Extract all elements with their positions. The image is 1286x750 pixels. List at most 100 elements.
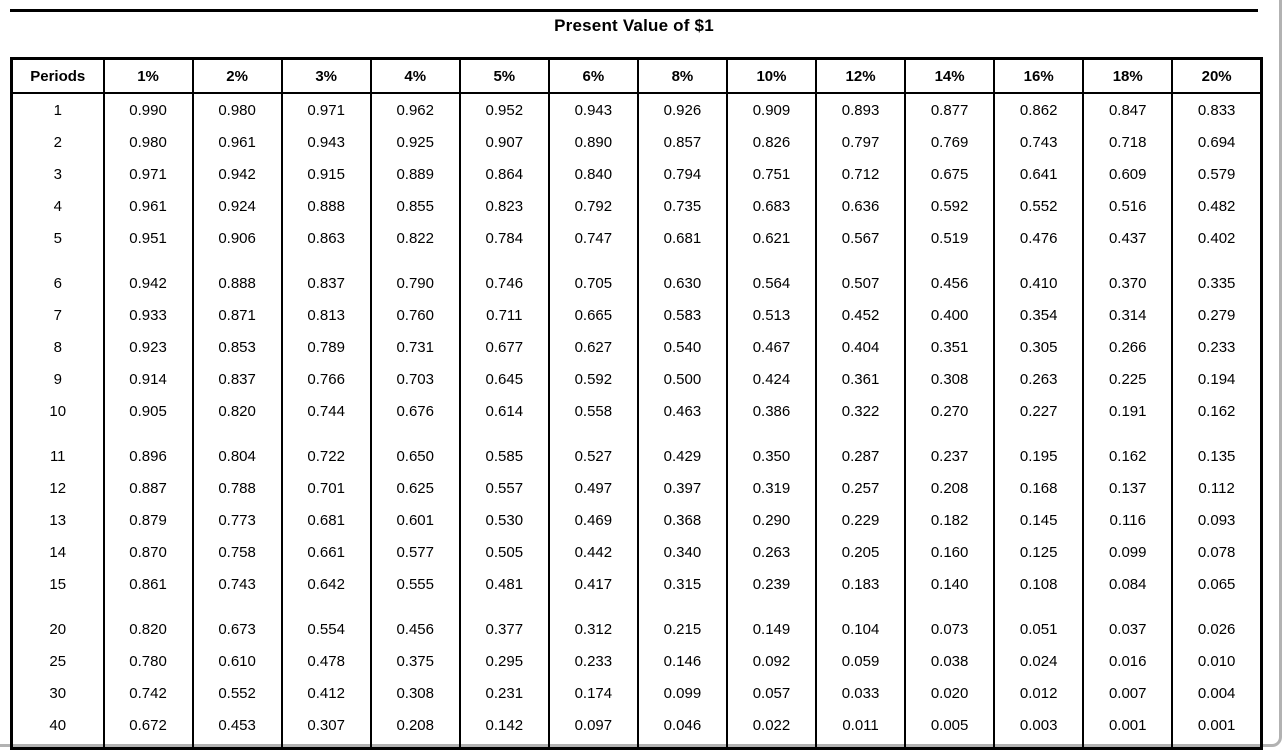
- pv-factor-cell: 0.225: [1082, 363, 1174, 395]
- pv-factor-cell: 0.191: [1082, 395, 1174, 427]
- table-row: 14 0.870 0.758 0.661 0.577 0.505 0.442 0.340 0.2…: [10, 536, 1263, 568]
- pv-factor-cell: 0.923: [102, 331, 194, 363]
- pv-factor-cell: 0.758: [191, 536, 283, 568]
- pv-factor-cell: 0.140: [904, 568, 996, 600]
- pv-factor-cell: 0.907: [458, 126, 550, 158]
- pv-factor-cell: 0.481: [458, 568, 550, 600]
- pv-factor-cell: 0.350: [725, 427, 818, 472]
- pv-factor-cell: 0.011: [814, 709, 907, 749]
- pv-factor-cell: 0.552: [191, 677, 283, 709]
- table-row: 1 0.990 0.980 0.971 0.962 0.952 0.943 0.926 0.90…: [10, 93, 1263, 126]
- pv-factor-cell: 0.863: [280, 222, 372, 254]
- pv-factor-cell: 0.780: [102, 645, 194, 677]
- pv-factor-cell: 0.099: [636, 677, 728, 709]
- pv-factor-cell: 0.766: [280, 363, 372, 395]
- pv-factor-cell: 0.840: [547, 158, 639, 190]
- rate-column-header: 6%: [547, 57, 639, 94]
- pv-factor-cell: 0.853: [191, 331, 283, 363]
- pv-factor-cell: 0.370: [1082, 254, 1174, 299]
- pv-factor-cell: 0.412: [280, 677, 372, 709]
- pv-factor-cell: 0.641: [993, 158, 1085, 190]
- pv-factor-cell: 0.125: [993, 536, 1085, 568]
- pv-factor-cell: 0.896: [102, 427, 194, 472]
- pv-factor-cell: 0.208: [904, 472, 996, 504]
- pv-factor-cell: 0.233: [547, 645, 639, 677]
- pv-factor-cell: 0.625: [369, 472, 461, 504]
- pv-factor-cell: 0.731: [369, 331, 461, 363]
- pv-factor-cell: 0.354: [993, 299, 1085, 331]
- pv-factor-cell: 0.007: [1082, 677, 1174, 709]
- table-row: 4 0.961 0.924 0.888 0.855 0.823 0.792 0.735 0.68…: [10, 190, 1263, 222]
- pv-factor-cell: 0.263: [993, 363, 1085, 395]
- pv-factor-cell: 0.879: [102, 504, 194, 536]
- pv-factor-cell: 0.961: [102, 190, 194, 222]
- pv-factor-cell: 0.564: [725, 254, 818, 299]
- pv-factor-cell: 0.636: [814, 190, 907, 222]
- pv-factor-cell: 0.742: [102, 677, 194, 709]
- pv-factor-cell: 0.519: [904, 222, 996, 254]
- pv-factor-cell: 0.404: [814, 331, 907, 363]
- pv-factor-cell: 0.005: [904, 709, 996, 749]
- pv-factor-cell: 0.784: [458, 222, 550, 254]
- pv-factor-cell: 0.871: [191, 299, 283, 331]
- pv-factor-cell: 0.073: [904, 600, 996, 645]
- pv-factor-cell: 0.711: [458, 299, 550, 331]
- pv-factor-cell: 0.059: [814, 645, 907, 677]
- pv-factor-cell: 0.146: [636, 645, 728, 677]
- header-row: Periods 1% 2% 3% 4% 5% 6% 8% 10% 12% 14% 16% 18% 20%: [10, 57, 1263, 94]
- period-cell: 5: [10, 222, 105, 254]
- rate-column-header: 10%: [725, 57, 818, 94]
- pv-factor-cell: 0.516: [1082, 190, 1174, 222]
- pv-factor-cell: 0.527: [547, 427, 639, 472]
- pv-factor-cell: 0.092: [725, 645, 818, 677]
- pv-factor-cell: 0.183: [814, 568, 907, 600]
- table-row: 12 0.887 0.788 0.701 0.625 0.557 0.497 0.397 0.3…: [10, 472, 1263, 504]
- rate-column-header: 12%: [814, 57, 907, 94]
- table-row: 13 0.879 0.773 0.681 0.601 0.530 0.469 0.368 0.2…: [10, 504, 1263, 536]
- pv-factor-cell: 0.229: [814, 504, 907, 536]
- pv-factor-cell: 0.788: [191, 472, 283, 504]
- pv-factor-cell: 0.322: [814, 395, 907, 427]
- pv-factor-cell: 0.037: [1082, 600, 1174, 645]
- pv-factor-cell: 0.500: [636, 363, 728, 395]
- period-cell: 30: [10, 677, 105, 709]
- pv-factor-cell: 0.024: [993, 645, 1085, 677]
- pv-factor-cell: 0.792: [547, 190, 639, 222]
- pv-factor-cell: 0.893: [814, 93, 907, 126]
- pv-factor-cell: 0.084: [1082, 568, 1174, 600]
- pv-factor-cell: 0.773: [191, 504, 283, 536]
- pv-factor-cell: 0.022: [725, 709, 818, 749]
- period-cell: 3: [10, 158, 105, 190]
- pv-factor-cell: 0.681: [280, 504, 372, 536]
- period-cell: 15: [10, 568, 105, 600]
- pv-factor-cell: 0.650: [369, 427, 461, 472]
- pv-factor-cell: 0.677: [458, 331, 550, 363]
- pv-factor-cell: 0.804: [191, 427, 283, 472]
- pv-factor-cell: 0.290: [725, 504, 818, 536]
- pv-factor-cell: 0.601: [369, 504, 461, 536]
- pv-factor-cell: 0.924: [191, 190, 283, 222]
- pv-factor-cell: 0.673: [191, 600, 283, 645]
- rate-column-header: 14%: [904, 57, 996, 94]
- pv-factor-cell: 0.980: [102, 126, 194, 158]
- pv-factor-cell: 0.614: [458, 395, 550, 427]
- pv-factor-cell: 0.168: [993, 472, 1085, 504]
- pv-factor-cell: 0.751: [725, 158, 818, 190]
- pv-factor-cell: 0.905: [102, 395, 194, 427]
- pv-factor-cell: 0.822: [369, 222, 461, 254]
- pv-factor-cell: 0.743: [191, 568, 283, 600]
- pv-factor-cell: 0.108: [993, 568, 1085, 600]
- table-row: 20 0.820 0.673 0.554 0.456 0.377 0.312 0.215 0.1…: [10, 600, 1263, 645]
- pv-factor-cell: 0.744: [280, 395, 372, 427]
- pv-factor-cell: 0.952: [458, 93, 550, 126]
- pv-factor-cell: 0.747: [547, 222, 639, 254]
- pv-factor-cell: 0.305: [993, 331, 1085, 363]
- period-cell: 14: [10, 536, 105, 568]
- pv-factor-cell: 0.926: [636, 93, 728, 126]
- pv-factor-cell: 0.630: [636, 254, 728, 299]
- pv-factor-cell: 0.826: [725, 126, 818, 158]
- pv-factor-cell: 0.887: [102, 472, 194, 504]
- pv-factor-cell: 0.308: [904, 363, 996, 395]
- pv-factor-cell: 0.456: [904, 254, 996, 299]
- pv-factor-cell: 0.452: [814, 299, 907, 331]
